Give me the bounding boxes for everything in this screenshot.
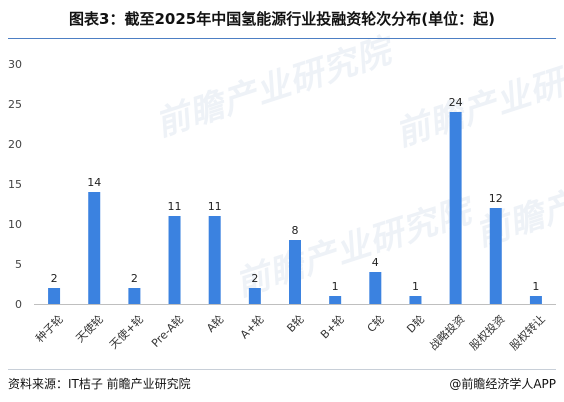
- y-axis: 0 5 10 15 20 25 30: [8, 58, 22, 311]
- bar: [449, 112, 462, 304]
- bar: [128, 288, 141, 304]
- data-label: 2: [51, 272, 58, 285]
- data-label: 12: [489, 192, 503, 205]
- bar: [289, 240, 301, 304]
- bar: [489, 208, 502, 304]
- bar: [48, 288, 61, 304]
- data-label: 8: [292, 224, 299, 237]
- y-tick-label: 25: [8, 98, 22, 111]
- chart-title: 图表3：截至2025年中国氢能源行业投融资轮次分布(单位：起): [69, 10, 495, 28]
- bar: [88, 192, 101, 304]
- x-tick-label: 天使轮: [73, 312, 106, 345]
- x-tick-label: 股权转让: [507, 312, 548, 353]
- bar: [168, 216, 181, 304]
- bar-chart: 0 5 10 15 20 25 30 种子轮 天使轮 天使+轮 Pre-A轮 A轮 A+轮 B轮 B+轮 C…: [8, 58, 556, 353]
- x-tick-label: 战略投资: [426, 312, 467, 353]
- x-tick-label: A+轮: [237, 312, 267, 342]
- x-tick-label: B轮: [284, 312, 307, 335]
- data-label: 2: [251, 272, 258, 285]
- y-tick-label: 5: [15, 258, 22, 271]
- data-label: 1: [332, 280, 339, 293]
- x-tick-label: A轮: [203, 312, 226, 335]
- x-tick-label: Pre-A轮: [148, 312, 186, 350]
- x-tick-label: B+轮: [317, 312, 347, 342]
- bar: [248, 288, 261, 304]
- y-tick-label: 10: [8, 218, 22, 231]
- data-label: 1: [532, 280, 539, 293]
- y-tick-label: 0: [15, 298, 22, 311]
- brand-note: @前瞻经济学人APP: [449, 377, 556, 391]
- x-tick-label: C轮: [364, 312, 387, 335]
- x-tick-label: D轮: [404, 312, 428, 336]
- bar: [369, 272, 382, 304]
- data-label: 11: [168, 200, 182, 213]
- data-label: 4: [372, 256, 379, 269]
- y-tick-label: 15: [8, 178, 22, 191]
- bar: [409, 296, 422, 304]
- y-tick-label: 20: [8, 138, 22, 151]
- data-label: 11: [208, 200, 222, 213]
- bars-group: [48, 112, 542, 304]
- title-divider: [8, 38, 556, 39]
- footer-divider: [8, 369, 556, 370]
- x-tick-label: 股权投资: [467, 312, 508, 353]
- bar: [329, 296, 342, 304]
- bar: [208, 216, 221, 304]
- bar: [529, 296, 542, 304]
- data-label: 14: [87, 176, 101, 189]
- source-note: 资料来源：IT桔子 前瞻产业研究院: [8, 377, 191, 391]
- x-tick-label: 天使+轮: [106, 312, 146, 352]
- data-label: 24: [449, 96, 463, 109]
- y-tick-label: 30: [8, 58, 22, 71]
- x-tick-label: 种子轮: [33, 312, 66, 345]
- x-axis: 种子轮 天使轮 天使+轮 Pre-A轮 A轮 A+轮 B轮 B+轮 C轮 D轮 战略投资 股权投资 股权…: [33, 304, 556, 353]
- data-label: 1: [412, 280, 419, 293]
- data-label: 2: [131, 272, 138, 285]
